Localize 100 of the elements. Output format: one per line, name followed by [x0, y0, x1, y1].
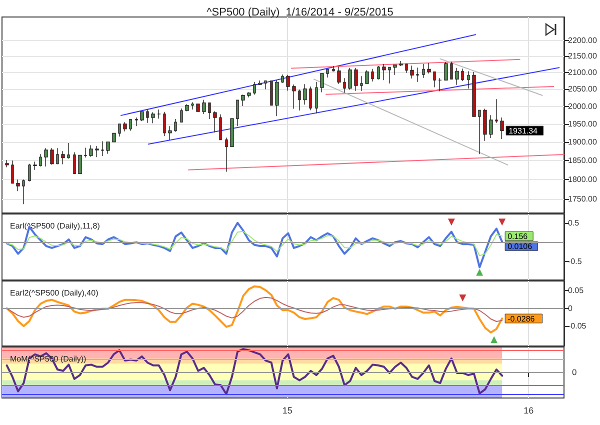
text: Earl2(^SP500 (Daily),40): [10, 288, 99, 298]
candlestick: [33, 161, 37, 170]
candlestick: [495, 98, 498, 124]
candlestick: [489, 114, 493, 138]
line-series: [6, 285, 504, 334]
candlestick: [28, 163, 31, 182]
line-series: [6, 230, 503, 256]
x-tick-label: 15: [282, 406, 292, 416]
candlestick: [258, 80, 262, 86]
candlestick: [292, 84, 296, 110]
candlestick: [16, 179, 20, 192]
annotation: 0.0106: [508, 242, 533, 252]
candlestick: [337, 66, 341, 84]
y-tick-label: 1800.00: [568, 174, 598, 184]
candlestick: [241, 94, 245, 106]
candlestick: [73, 152, 76, 174]
candlestick: [360, 76, 363, 92]
candlestick: [22, 179, 25, 205]
candlestick: [382, 64, 386, 81]
candlestick: [106, 141, 110, 154]
candlestick: [438, 78, 442, 92]
candlestick: [467, 70, 470, 89]
candlestick: [95, 146, 99, 158]
candlestick: [478, 110, 481, 154]
annotation: -0.0286: [508, 314, 536, 324]
candlestick: [146, 109, 149, 124]
line-series: [6, 222, 504, 268]
candlestick: [332, 66, 335, 72]
candlestick: [191, 102, 194, 110]
candlestick: [39, 154, 42, 167]
candlestick: [202, 99, 206, 114]
candlestick: [343, 78, 346, 93]
candlestick: [309, 86, 312, 111]
candlestick: [213, 110, 217, 133]
candlestick: [444, 62, 448, 81]
y-tick-label: 2150.00: [568, 52, 598, 61]
y-tick-label: -0.5: [568, 256, 582, 266]
candlestick: [377, 66, 380, 80]
chart-title: ^SP500 (Daily) 1/16/2014 - 9/25/2015: [206, 6, 394, 18]
candlestick: [253, 81, 256, 96]
candlestick: [208, 102, 211, 120]
x-tick-label: 16: [524, 406, 534, 416]
candlestick: [118, 124, 121, 137]
candlestick: [500, 117, 504, 140]
candlestick: [416, 67, 419, 82]
candlestick: [247, 92, 251, 98]
candlestick: [326, 68, 329, 78]
y-tick-label: 1950.00: [568, 119, 598, 128]
text: Earl(^SP500 (Daily),11,8): [10, 222, 100, 230]
candlestick: [163, 112, 166, 136]
candlestick: [236, 100, 239, 126]
candlestick: [275, 80, 279, 116]
candlestick: [405, 64, 408, 74]
candlestick: [44, 148, 48, 167]
candlestick: [123, 122, 127, 132]
candlestick: [219, 114, 222, 140]
y-tick-label: 2200.00: [568, 36, 598, 45]
candlestick: [185, 104, 189, 112]
candlestick: [78, 154, 82, 174]
candlestick: [427, 62, 431, 74]
y-tick-label: 2100.00: [568, 68, 598, 78]
y-tick-label: 0.5: [568, 218, 580, 228]
candlestick: [101, 140, 104, 156]
y-tick-label: 1850.00: [568, 156, 598, 165]
candlestick: [157, 109, 161, 119]
annotation: 1931.34: [508, 126, 538, 136]
candlestick: [281, 74, 284, 84]
candlestick: [135, 117, 138, 126]
candlestick: [225, 137, 228, 172]
candlestick: [67, 142, 70, 159]
candlestick: [112, 132, 116, 143]
candlestick: [129, 118, 132, 132]
candlestick: [5, 160, 9, 168]
candlestick: [50, 148, 54, 165]
y-tick-label: 2000.00: [568, 102, 598, 111]
candlestick: [354, 68, 358, 92]
candlestick: [472, 72, 476, 117]
candlestick: [61, 150, 65, 165]
candlestick: [399, 60, 403, 66]
candlestick: [393, 64, 397, 76]
candlestick: [168, 126, 172, 140]
candlestick: [270, 80, 273, 106]
candlestick: [348, 68, 352, 90]
candlestick: [388, 66, 391, 84]
candlestick: [286, 74, 290, 91]
candlestick: [264, 80, 267, 90]
y-tick-label: 2050.00: [568, 84, 598, 94]
candlestick: [365, 70, 369, 84]
candlestick: [450, 61, 453, 80]
candlestick: [89, 144, 93, 158]
line-series: [6, 296, 503, 322]
candlestick: [56, 148, 59, 165]
y-tick-label: 1900.00: [568, 137, 598, 146]
candlestick: [140, 111, 144, 122]
candlestick: [483, 108, 487, 142]
annotation: 0.156: [508, 232, 528, 242]
candlestick: [84, 147, 87, 158]
candlestick: [461, 68, 464, 82]
y-tick-label: -0.05: [568, 322, 587, 331]
candlestick: [371, 68, 374, 82]
